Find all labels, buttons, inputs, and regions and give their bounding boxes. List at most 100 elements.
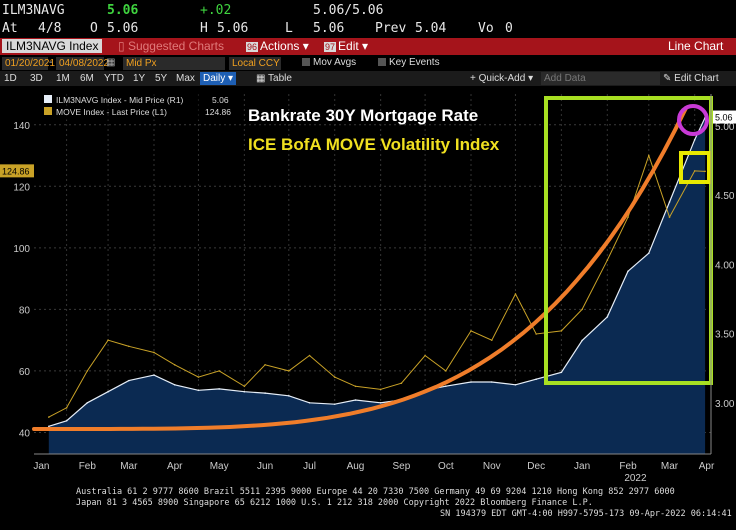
move-point bbox=[107, 339, 109, 341]
add-data-input[interactable]: Add Data bbox=[541, 72, 660, 85]
dropdown-arrow-icon: ▾ bbox=[302, 39, 309, 53]
last-value-left-text: 124.86 bbox=[2, 166, 30, 176]
calendar-icon[interactable]: ▦ bbox=[106, 57, 116, 68]
move-point bbox=[581, 308, 583, 311]
index-selector[interactable]: ILM3NAVG Index bbox=[2, 39, 103, 53]
table-button[interactable]: ▦ Table bbox=[256, 72, 292, 85]
mortgage-point bbox=[65, 419, 68, 422]
move-point bbox=[490, 339, 493, 341]
y-right-tick-label: 3.50 bbox=[715, 330, 735, 341]
last-value-tag-left bbox=[0, 164, 34, 178]
move-point bbox=[400, 382, 403, 385]
edit-menu[interactable]: 97 Edit ▾ bbox=[324, 39, 368, 55]
move-point bbox=[288, 370, 290, 372]
period-tab-1m[interactable]: 1M bbox=[56, 73, 70, 84]
x-tick-label: Jun bbox=[257, 461, 273, 472]
move-point bbox=[197, 376, 200, 378]
legend: ILM3NAVG Index - Mid Price (R1) 5.06 MOV… bbox=[36, 90, 231, 120]
annotation-move-title: ICE BofA MOVE Volatility Index bbox=[248, 135, 500, 154]
actions-number: 96 bbox=[246, 42, 259, 52]
chart-type-label: Line Chart bbox=[668, 39, 724, 53]
mov-avgs-toggle[interactable]: Mov Avgs bbox=[302, 57, 356, 68]
mortgage-point bbox=[445, 385, 447, 387]
prev-label: Prev bbox=[375, 21, 407, 36]
mortgage-point bbox=[264, 392, 266, 394]
x-tick-label: Feb bbox=[619, 461, 637, 472]
suggested-charts-label: Suggested Charts bbox=[127, 39, 224, 53]
last-value-right-text: 5.06 bbox=[715, 113, 733, 123]
mortgage-point bbox=[48, 425, 50, 428]
mortgage-point bbox=[288, 395, 290, 397]
mortgage-point bbox=[333, 403, 336, 405]
checkbox-icon bbox=[378, 58, 386, 67]
mortgage-point bbox=[173, 383, 176, 386]
vol-label: Vo bbox=[478, 21, 494, 36]
move-point bbox=[86, 370, 89, 372]
mortgage-rate-series bbox=[48, 116, 706, 454]
key-events-toggle[interactable]: Key Events bbox=[378, 57, 440, 68]
mov-avgs-label: Mov Avgs bbox=[313, 57, 357, 68]
move-point bbox=[470, 330, 472, 332]
quote-bar: ILM3NAVG 5.06 +.02 5.06/5.06 At 4/8 O 5.… bbox=[0, 0, 736, 38]
move-point bbox=[354, 385, 357, 388]
highlight-box-yellow bbox=[679, 151, 711, 184]
legend-label-move: MOVE Index - Last Price (L1) bbox=[56, 107, 167, 117]
move-point bbox=[424, 354, 426, 357]
y-left-tick-label: 40 bbox=[19, 428, 31, 439]
period-tab-ytd[interactable]: YTD bbox=[104, 73, 124, 84]
x-tick-label: May bbox=[210, 461, 229, 472]
period-tab-1y[interactable]: 1Y bbox=[133, 73, 146, 84]
mortgage-point bbox=[560, 371, 563, 374]
at-label: At bbox=[2, 21, 18, 36]
x-tick-label: Mar bbox=[120, 461, 138, 472]
currency-select[interactable]: Local CCY bbox=[229, 57, 281, 70]
footer-line-1: Australia 61 2 9777 8600 Brazil 5511 239… bbox=[76, 487, 675, 497]
period-tab-5y[interactable]: 5Y bbox=[155, 73, 168, 84]
start-date-input[interactable]: 01/20/2021 bbox=[2, 57, 55, 70]
period-tab-1d[interactable]: 1D bbox=[4, 73, 17, 84]
mortgage-point bbox=[354, 399, 357, 401]
date-separator: - bbox=[49, 57, 53, 68]
table-icon: ▦ bbox=[256, 73, 269, 84]
edit-icon: ✎ bbox=[663, 73, 675, 84]
move-point bbox=[693, 170, 696, 172]
footer: Australia 61 2 9777 8600 Brazil 5511 239… bbox=[0, 486, 736, 530]
x-tick-label: Apr bbox=[167, 461, 183, 472]
move-point bbox=[606, 259, 609, 261]
frequency-label: Daily bbox=[203, 73, 226, 84]
edit-chart-button[interactable]: ✎ Edit Chart bbox=[663, 72, 719, 85]
footer-line-3: SN 194379 EDT GMT-4:00 H997-5795-173 09-… bbox=[440, 509, 732, 519]
period-tab-3d[interactable]: 3D bbox=[30, 73, 43, 84]
legend-value-move: 124.86 bbox=[205, 107, 231, 117]
period-tab-6m[interactable]: 6M bbox=[80, 73, 94, 84]
axes: 40 60 80 100 120 140 3.00 3.50 4.00 4.50 5.00 Jan Fe… bbox=[0, 94, 736, 484]
move-point bbox=[333, 376, 336, 378]
move-index-series bbox=[48, 153, 706, 418]
suggested-charts-button[interactable]: ▯ Suggested Charts bbox=[118, 39, 224, 54]
period-tab-max[interactable]: Max bbox=[176, 73, 195, 84]
vol-value: 0 bbox=[505, 21, 513, 36]
frequency-select[interactable]: Daily ▾ bbox=[200, 72, 237, 85]
x-tick-label: Nov bbox=[483, 461, 501, 472]
move-point bbox=[65, 407, 68, 409]
x-tick-label: Jan bbox=[574, 461, 590, 472]
mortgage-point bbox=[470, 381, 472, 383]
price-type-select[interactable]: Mid Px bbox=[123, 57, 225, 70]
x-tick-label: Dec bbox=[527, 461, 545, 472]
actions-menu[interactable]: 96 Actions ▾ bbox=[246, 39, 309, 55]
x-tick-label: Aug bbox=[347, 461, 365, 472]
trend-curve bbox=[32, 106, 688, 431]
move-point bbox=[514, 293, 517, 295]
end-date-input[interactable]: 04/08/2022 bbox=[56, 57, 109, 70]
quick-add-label: + Quick-Add bbox=[470, 73, 526, 84]
quick-add-button[interactable]: + Quick-Add ▾ bbox=[470, 72, 533, 85]
edit-label: Edit bbox=[338, 39, 359, 53]
mortgage-point bbox=[218, 388, 220, 390]
mortgage-point bbox=[693, 138, 696, 141]
key-events-label: Key Events bbox=[389, 57, 440, 68]
move-point bbox=[379, 388, 382, 391]
mortgage-point bbox=[627, 270, 629, 273]
x-tick-label: Apr bbox=[699, 461, 715, 472]
actions-label: Actions bbox=[260, 39, 300, 53]
mortgage-point bbox=[647, 252, 650, 255]
